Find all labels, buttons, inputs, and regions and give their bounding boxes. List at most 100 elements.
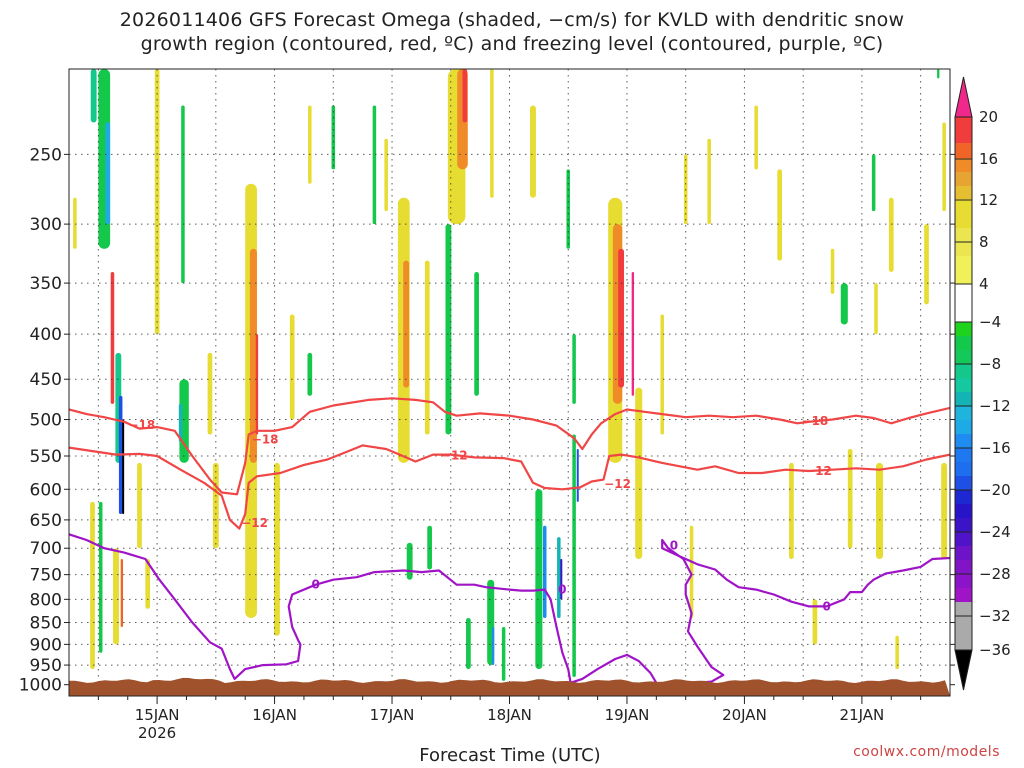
colorbar-bottom-arrow [954, 649, 973, 691]
colorbar-segment [955, 476, 972, 490]
x-year-label: 2026 [138, 724, 176, 742]
omega-cell [331, 105, 336, 170]
contour-label: −12 [805, 464, 832, 478]
omega-cell [631, 271, 635, 396]
contour-label: 0 [558, 583, 566, 597]
title-line-1: 2026011406 GFS Forecast Omega (shaded, −… [119, 9, 905, 31]
omega-cell [145, 559, 151, 609]
terrain [69, 677, 950, 696]
colorbar-segment [955, 490, 972, 504]
omega-cell [530, 105, 536, 198]
omega-cell [689, 525, 694, 618]
omega-cell [566, 169, 570, 249]
omega-cell [273, 462, 280, 636]
y-tick-label: 350 [30, 274, 62, 294]
y-tick-label: 700 [30, 539, 62, 559]
omega-cell [789, 462, 794, 560]
omega-cell [840, 283, 848, 325]
y-tick-label: 950 [30, 656, 62, 676]
x-tick-label: 21JAN [840, 706, 885, 724]
y-tick-label: 400 [30, 325, 62, 345]
colorbar-label: −32 [979, 607, 1011, 625]
colorbar-segment [955, 350, 972, 364]
colorbar-segment [955, 228, 972, 242]
omega-cell [618, 248, 625, 388]
contour-label: −18 [252, 433, 279, 447]
omega-cell [308, 105, 312, 184]
omega-cell [535, 489, 543, 670]
omega-cell [120, 559, 124, 627]
colorbar-segment [955, 462, 972, 476]
omega-cell [384, 138, 388, 212]
omega-cell [427, 525, 432, 570]
contour-label: 0 [822, 599, 830, 613]
x-axis: 15JAN 16JAN 17JAN 18JAN 19JAN 20JAN 21JAN 2026 [97, 696, 922, 742]
omega-cell [424, 260, 430, 435]
colorbar-top-arrow [954, 76, 973, 118]
y-tick-label: 900 [30, 635, 62, 655]
omega-cell [110, 271, 115, 404]
contour-label: −12 [241, 516, 268, 530]
colorbar-segment [955, 448, 972, 462]
contour--18 [69, 397, 950, 496]
colorbar-label: −8 [979, 355, 1001, 373]
omega-cell [122, 419, 125, 514]
colorbar-label: −16 [979, 439, 1011, 457]
contour--12 [69, 444, 950, 530]
colorbar-segment [955, 602, 972, 616]
omega-cell [466, 617, 471, 670]
colorbar-label: −4 [979, 313, 1001, 331]
y-tick-label: 250 [30, 145, 62, 165]
omega-cell [660, 314, 664, 435]
omega-cell [73, 197, 77, 249]
omega-cell [874, 283, 878, 335]
title-line-2: growth region (contoured, red, ºC) and f… [140, 33, 884, 55]
colorbar-segment [955, 616, 972, 630]
omega-cell [113, 548, 119, 645]
omega-cell [576, 448, 579, 502]
omega-cell [181, 105, 185, 284]
omega-cell [542, 525, 547, 618]
credit-link[interactable]: coolwx.com/models [853, 744, 1000, 760]
colorbar-segment [955, 420, 972, 434]
colorbar-segment [955, 270, 972, 284]
omega-cell [941, 462, 948, 560]
contour-label: 0 [312, 578, 320, 592]
colorbar-label: −24 [979, 523, 1011, 541]
omega-cell [557, 537, 561, 618]
omega-cell [255, 334, 259, 435]
omega-cell [942, 122, 946, 212]
colorbar-label: 4 [979, 275, 989, 293]
colorbar-segment [955, 392, 972, 406]
colorbar-segment [955, 434, 972, 448]
y-axis: 2503003504004505005506006507007508008509… [19, 145, 955, 696]
y-tick-label: 850 [30, 614, 62, 634]
omega-cell [635, 387, 643, 560]
colorbar-segment [955, 504, 972, 518]
omega-cell [307, 352, 313, 396]
omega-cell [105, 122, 111, 225]
contour-label: −18 [802, 414, 829, 428]
x-tick-label: 19JAN [605, 706, 650, 724]
x-tick-label: 18JAN [487, 706, 532, 724]
colorbar-segment [955, 143, 972, 158]
omega-cell [560, 559, 563, 600]
omega-cell [207, 352, 213, 435]
omega-cell [212, 462, 219, 549]
contour-label: −12 [441, 448, 468, 462]
colorbar-label: −36 [979, 641, 1011, 659]
contour-label: −18 [128, 418, 155, 432]
colorbar-segment [955, 117, 972, 143]
contour-label: −12 [604, 477, 631, 491]
colorbar-segment [955, 378, 972, 392]
omega-cell [249, 248, 257, 463]
omega-cell [572, 334, 576, 404]
omega-cell [754, 105, 758, 170]
x-axis-label: Forecast Time (UTC) [419, 745, 601, 766]
colorbar-segment [955, 158, 972, 172]
y-tick-label: 650 [30, 511, 62, 531]
colorbar-segment [955, 172, 972, 186]
omega-cell [501, 626, 506, 681]
omega-cell [474, 271, 479, 396]
